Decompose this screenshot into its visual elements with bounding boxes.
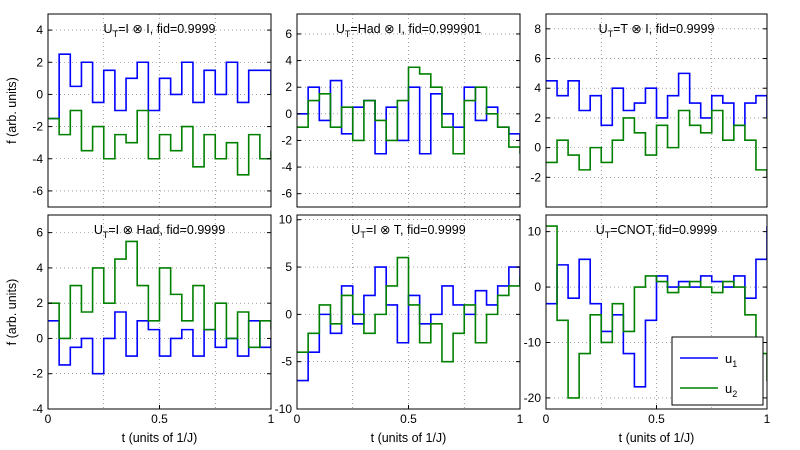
panel-title: UT=CNOT, fid=0.9999 <box>596 223 718 240</box>
y-axis-label: f (arb. units) <box>5 77 19 144</box>
y-tick-label: -5 <box>281 355 292 369</box>
y-tick-label: 2 <box>534 111 541 125</box>
plot-frame <box>296 13 521 208</box>
panel-title-rest: =Had ⊗ I, fid=0.999901 <box>350 22 481 36</box>
x-axis-label: t (units of 1/J) <box>619 431 695 445</box>
panel-title-main: U <box>104 22 113 36</box>
series-line-u1 <box>546 72 767 127</box>
panel-6: -20 -10 0 10 0 0.5 1 UT=CNOT, fid=0.9999 t (unit… <box>524 214 771 445</box>
panel-title-sub: T <box>103 230 109 240</box>
y-tick-label: 5 <box>285 260 292 274</box>
panel-title-sub: T <box>113 29 119 39</box>
panel-title-rest: =I ⊗ I, fid=0.9999 <box>118 22 215 36</box>
panel-title-main: U <box>596 223 605 237</box>
y-tick-label: 0 <box>534 141 541 155</box>
x-tick-label: 0 <box>294 412 301 426</box>
panel-title-rest: =I ⊗ Had, fid=0.9999 <box>108 223 225 237</box>
x-tick-label: 1 <box>764 412 771 426</box>
series-line-u2 <box>297 256 520 363</box>
y-tick-label: -2 <box>281 133 292 147</box>
series-line-u1 <box>48 53 271 120</box>
y-tick-label: -20 <box>524 391 542 405</box>
y-tick-label: 6 <box>36 226 43 240</box>
legend-label-sub: 1 <box>732 359 737 369</box>
y-tick-label: 0 <box>36 87 43 101</box>
panel-title: UT=I ⊗ Had, fid=0.9999 <box>94 223 225 240</box>
y-tick-label: -4 <box>32 152 43 166</box>
y-tick-label: 6 <box>534 52 541 66</box>
panel-5: -10 -5 0 5 10 0 0.5 1 UT=I ⊗ T, fid=0.9999 t (uni… <box>275 213 524 445</box>
y-tick-label: -2 <box>32 120 43 134</box>
x-axis-label: t (units of 1/J) <box>122 431 198 445</box>
panel-title-rest: =I ⊗ T, fid=0.9999 <box>366 223 466 237</box>
legend-label-sub: 2 <box>732 389 737 399</box>
panel-title-main: U <box>351 223 360 237</box>
y-tick-label: 2 <box>285 80 292 94</box>
y-tick-label: -2 <box>32 367 43 381</box>
series-line-u1 <box>48 311 271 375</box>
x-tick-label: 0.5 <box>648 412 665 426</box>
panel-1: -6 -4 -2 0 2 4 UT=I ⊗ I, fid=0.9999 f (arb. uni… <box>5 13 272 208</box>
y-tick-label: 4 <box>534 81 541 95</box>
panel-title-rest: =T ⊗ I, fid=0.9999 <box>613 22 714 36</box>
panel-title-sub: T <box>345 29 351 39</box>
panel-title-main: U <box>336 22 345 36</box>
panel-2: -6 -4 -2 0 2 4 6 UT=Had ⊗ I, fid=0.999901 <box>281 13 521 208</box>
x-tick-label: 1 <box>268 412 275 426</box>
panel-title: UT=I ⊗ I, fid=0.9999 <box>104 22 216 39</box>
panel-title: UT=Had ⊗ I, fid=0.999901 <box>336 22 481 39</box>
y-tick-label: -10 <box>524 335 542 349</box>
series-line-u2 <box>546 109 767 178</box>
panel-title-sub: T <box>608 29 614 39</box>
y-tick-label: 6 <box>285 27 292 41</box>
y-tick-label: 8 <box>534 22 541 36</box>
legend-label-main: u <box>725 381 732 396</box>
y-tick-label: 0 <box>285 307 292 321</box>
x-tick-label: 1 <box>517 412 524 426</box>
y-tick-label: 10 <box>279 213 293 227</box>
x-tick-label: 0 <box>543 412 550 426</box>
panel-title-sub: T <box>605 230 611 240</box>
panel-title: UT=T ⊗ I, fid=0.9999 <box>599 22 715 39</box>
y-tick-label: -10 <box>275 402 293 416</box>
y-tick-label: 2 <box>36 55 43 69</box>
x-tick-label: 0.5 <box>400 412 417 426</box>
panel-title-rest: =CNOT, fid=0.9999 <box>610 223 717 237</box>
y-tick-label: 0 <box>285 107 292 121</box>
y-tick-label: 2 <box>36 296 43 310</box>
panel-title-sub: T <box>360 230 366 240</box>
plot-frame <box>545 13 768 208</box>
panel-title: UT=I ⊗ T, fid=0.9999 <box>351 223 465 240</box>
series-line-u2 <box>48 240 271 349</box>
x-axis-label: t (units of 1/J) <box>371 431 447 445</box>
panel-4: -4 -2 0 2 4 6 0 0.5 1 UT=I ⊗ Had, fid=0.9999 t (un… <box>5 214 275 445</box>
series-line-u2 <box>48 109 271 176</box>
y-tick-label: -2 <box>530 170 541 184</box>
y-axis-label: f (arb. units) <box>5 279 19 346</box>
y-tick-label: -6 <box>32 184 43 198</box>
y-tick-label: 0 <box>534 280 541 294</box>
y-tick-label: 10 <box>528 225 542 239</box>
y-tick-label: 4 <box>36 261 43 275</box>
legend-label-u1: u1 <box>725 351 737 369</box>
plot-frame <box>47 13 272 208</box>
y-tick-label: 4 <box>36 23 43 37</box>
legend-label-u2: u2 <box>725 381 737 399</box>
y-tick-label: 4 <box>285 54 292 68</box>
panel-3: -2 0 2 4 6 8 UT=T ⊗ I, fid=0.9999 <box>530 13 768 208</box>
series-line-u2 <box>297 66 520 155</box>
legend-box <box>671 336 764 406</box>
y-tick-label: -4 <box>32 402 43 416</box>
panel-title-main: U <box>94 223 103 237</box>
x-tick-label: 0.5 <box>151 412 168 426</box>
legend-label-main: u <box>725 351 732 366</box>
y-tick-label: -6 <box>281 187 292 201</box>
y-tick-label: -4 <box>281 160 292 174</box>
y-tick-label: 0 <box>36 331 43 345</box>
panel-title-main: U <box>599 22 608 36</box>
series-line-u2 <box>546 225 767 399</box>
x-tick-label: 0 <box>45 412 52 426</box>
